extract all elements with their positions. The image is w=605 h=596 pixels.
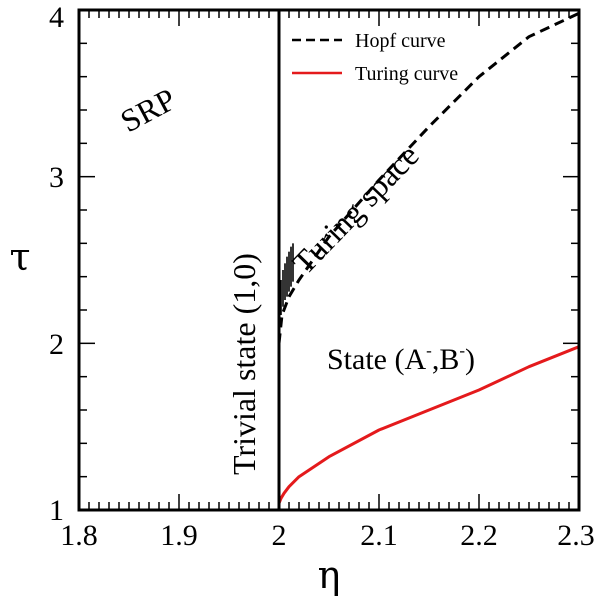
srp-annotation: SRP <box>114 81 181 140</box>
hopf-curve <box>277 11 580 344</box>
state-ab-sup: - <box>426 341 432 360</box>
y-tick-labels: 1 2 3 4 <box>49 1 64 527</box>
legend-hopf-label: Hopf curve <box>355 30 446 52</box>
turing-curve <box>277 345 580 504</box>
x-tick-label: 2.2 <box>460 519 498 552</box>
x-tick-label: 2 <box>272 519 287 552</box>
state-ab-sup: - <box>459 341 465 360</box>
trivial-state-annotation: Trivial state (1,0) <box>226 253 262 475</box>
x-tick-label: 1.8 <box>60 519 98 552</box>
state-ab-annotation: State (A-,B-) <box>327 341 475 376</box>
x-tick-label: 1.9 <box>160 519 198 552</box>
chart-lines <box>277 10 580 510</box>
state-ab-main: State (A <box>327 343 426 376</box>
x-axis-label: η <box>318 553 341 596</box>
state-ab-end: ) <box>465 343 475 376</box>
legend-turing-label: Turing curve <box>355 63 458 85</box>
x-tick-label: 2.1 <box>360 519 398 552</box>
y-tick-label: 1 <box>49 494 64 527</box>
state-ab-mid: ,B <box>432 343 460 376</box>
y-axis-label: τ <box>9 235 30 279</box>
x-tick-label: 2.3 <box>557 519 595 552</box>
x-tick-labels: 1.8 1.9 2 2.1 2.2 2.3 <box>60 519 595 552</box>
plot-frame <box>77 8 581 512</box>
legend: Hopf curve Turing curve <box>292 30 458 85</box>
y-tick-label: 2 <box>49 328 64 361</box>
y-tick-label: 3 <box>49 161 64 194</box>
y-tick-label: 4 <box>49 1 64 34</box>
turing-space-annotation: Turing space <box>285 137 426 281</box>
